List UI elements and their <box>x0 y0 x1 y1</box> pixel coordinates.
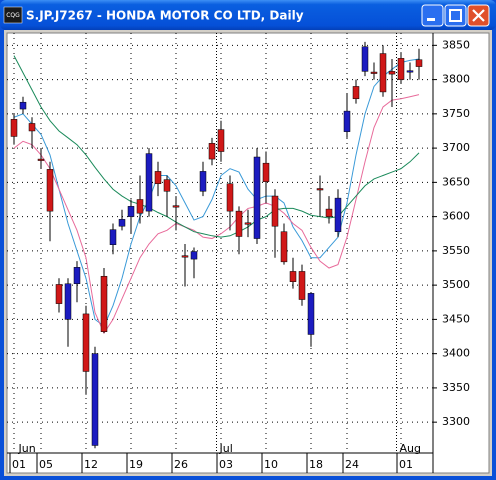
candle-body <box>145 153 153 212</box>
y-tick-label: 3600 <box>442 210 470 223</box>
candle-body <box>406 70 414 73</box>
app-icon <box>3 6 23 24</box>
moving-average <box>13 55 420 238</box>
candle-body <box>118 219 126 227</box>
candle-body <box>100 275 108 332</box>
candle-body <box>262 162 270 182</box>
x-tick-label: 03 <box>219 458 233 471</box>
y-tick-label: 3300 <box>442 415 470 428</box>
x-tick-label: 01 <box>12 458 26 471</box>
app-icon-text: CQG <box>6 12 20 19</box>
y-tick-label: 3700 <box>442 141 470 154</box>
x-tick-label: 26 <box>174 458 188 471</box>
candle-body <box>73 267 81 285</box>
title-bar <box>0 0 496 30</box>
candle-body <box>370 71 378 74</box>
candle-body <box>109 229 117 245</box>
candle-body <box>415 59 423 67</box>
y-tick-label: 3500 <box>442 278 470 291</box>
candle-body <box>334 197 342 232</box>
candle-body <box>235 210 243 237</box>
y-tick-label: 3650 <box>442 175 470 188</box>
chart-area <box>6 32 490 474</box>
maximize-button[interactable] <box>444 4 467 27</box>
x-tick-label: 05 <box>39 458 53 471</box>
y-tick-label: 3450 <box>442 312 470 325</box>
candle-body <box>379 53 387 93</box>
candle-body <box>208 143 216 160</box>
candle-body <box>244 222 252 225</box>
candle-body <box>55 284 63 304</box>
y-tick-label: 3750 <box>442 107 470 120</box>
candle-body <box>316 188 324 191</box>
candle-body <box>46 169 54 212</box>
candle-body <box>127 206 135 217</box>
candle-body <box>253 156 261 239</box>
month-label: Aug <box>400 442 421 455</box>
candle-body <box>181 255 189 258</box>
x-tick-label: 10 <box>264 458 278 471</box>
x-tick-label: 18 <box>309 458 323 471</box>
candle-body <box>217 129 225 152</box>
candle-body <box>37 158 45 161</box>
moving-average <box>13 58 420 328</box>
candle-body <box>397 58 405 80</box>
candle-body <box>28 123 36 132</box>
y-tick-label: 3800 <box>442 73 470 86</box>
y-tick-label: 3400 <box>442 347 470 360</box>
x-tick-label: 01 <box>399 458 413 471</box>
y-tick-label: 3550 <box>442 244 470 257</box>
candle-body <box>91 353 99 446</box>
x-tick-label: 19 <box>129 458 143 471</box>
close-button[interactable] <box>467 4 490 27</box>
candle-body <box>10 119 18 137</box>
candle-body <box>352 86 360 100</box>
candle-body <box>199 171 207 192</box>
candle-body <box>64 283 72 320</box>
candle-body <box>154 171 162 184</box>
candle-body <box>226 183 234 212</box>
candle-body <box>172 205 180 208</box>
candle-body <box>163 179 171 192</box>
candle-body <box>190 251 198 260</box>
candle-body <box>82 313 90 372</box>
candle-body <box>388 71 396 75</box>
x-tick-label: 12 <box>84 458 98 471</box>
candle-body <box>280 231 288 263</box>
month-label: Jul <box>219 442 233 455</box>
minimize-button[interactable] <box>421 4 444 27</box>
candle-body <box>289 271 297 282</box>
y-tick-label: 3350 <box>442 381 470 394</box>
candle-body <box>307 293 315 335</box>
candle-body <box>325 208 333 217</box>
y-tick-label: 3850 <box>442 38 470 51</box>
candle-body <box>19 101 27 110</box>
candle-body <box>361 46 369 72</box>
candle-body <box>343 110 351 132</box>
candle-body <box>271 195 279 227</box>
month-label: Jun <box>18 442 36 455</box>
x-tick-label: 24 <box>345 458 359 471</box>
window-title: S.JP.J7267 - HONDA MOTOR CO LTD, Daily <box>26 9 304 23</box>
candle-body <box>136 199 144 214</box>
candle-body <box>298 271 306 300</box>
